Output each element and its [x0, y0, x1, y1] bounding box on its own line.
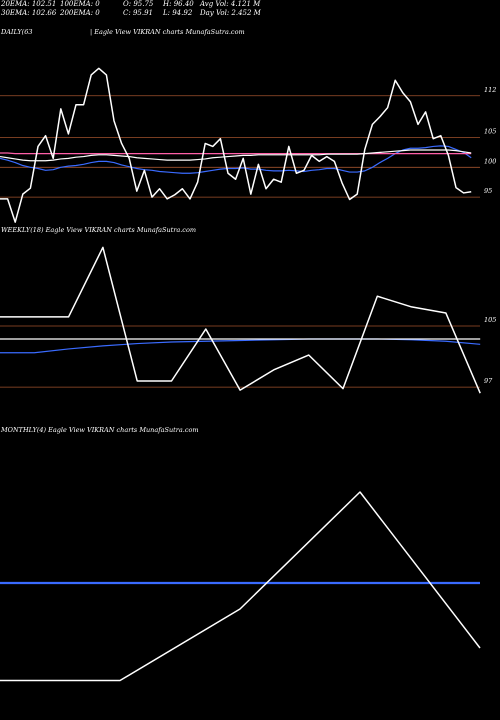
y-tick-label: 100 — [484, 157, 496, 165]
y-tick-label: 97 — [484, 377, 493, 385]
daily-panel-label: DAILY(63 — [1, 28, 33, 36]
y-tick-label: 112 — [484, 86, 496, 94]
ema-line — [0, 338, 481, 354]
stat-avg-vol: Avg Vol: 4.121 M — [200, 0, 261, 8]
price-line — [0, 491, 481, 682]
price-line — [0, 246, 481, 394]
stat-ema20: 20EMA: 102.51 — [1, 0, 57, 8]
daily-panel-sublabel: | Eagle View VIKRAN charts MunafaSutra.c… — [90, 28, 245, 36]
stat-open: O: 95.75 — [123, 0, 154, 8]
y-tick-label: 95 — [484, 187, 492, 195]
stat-close: C: 95.91 — [123, 9, 153, 17]
ema-line — [0, 145, 472, 174]
stat-ema200: 200EMA: 0 — [60, 9, 100, 17]
stat-low: L: 94.92 — [163, 9, 193, 17]
ema-line — [0, 152, 472, 155]
monthly-panel-label: MONTHLY(4) Eagle View VIKRAN charts Muna… — [1, 426, 199, 434]
weekly-panel-label: WEEKLY(18) Eagle View VIKRAN charts Muna… — [1, 226, 197, 234]
price-line — [0, 67, 472, 223]
y-tick-label: 105 — [484, 128, 496, 136]
ema-line — [0, 149, 472, 162]
stat-day-vol: Day Vol: 2.452 M — [200, 9, 261, 17]
stat-high: H: 96.40 — [163, 0, 194, 8]
stat-ema100: 100EMA: 0 — [60, 0, 100, 8]
y-tick-label: 105 — [484, 316, 496, 324]
stat-ema30: 30EMA: 102.66 — [1, 9, 57, 17]
